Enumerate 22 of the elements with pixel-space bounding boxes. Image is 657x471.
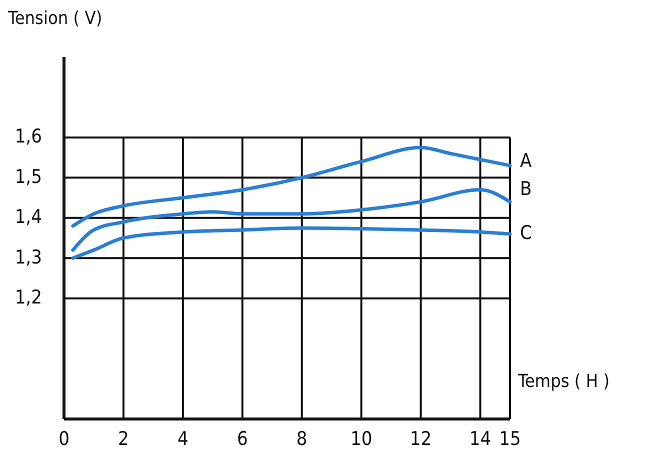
line-series	[71, 146, 512, 228]
x-tick-label: 0	[58, 428, 70, 450]
x-tick-label: 6	[236, 428, 248, 450]
line-series	[71, 226, 512, 260]
y-axis-title: Tension ( V)	[7, 8, 102, 29]
x-tick-label: 10	[350, 428, 372, 450]
series-label: B	[520, 178, 532, 200]
series-label: A	[520, 150, 532, 172]
x-tick-label: 12	[410, 428, 432, 450]
line-series	[71, 188, 512, 252]
y-tick-label: 1,5	[14, 166, 42, 188]
y-tick-label: 1,4	[14, 206, 42, 228]
x-tick-label: 4	[177, 428, 188, 450]
x-tick-label: 8	[296, 428, 308, 450]
x-tick-label: 14	[469, 428, 492, 450]
x-axis-title: Temps ( H )	[517, 371, 610, 392]
x-tick-label: 15	[499, 428, 521, 450]
y-tick-label: 1,2	[14, 286, 42, 309]
y-tick-label: 1,6	[14, 126, 42, 148]
y-tick-label: 1,3	[14, 246, 42, 268]
x-tick-label: 2	[118, 428, 129, 450]
series-label: C	[520, 222, 532, 244]
